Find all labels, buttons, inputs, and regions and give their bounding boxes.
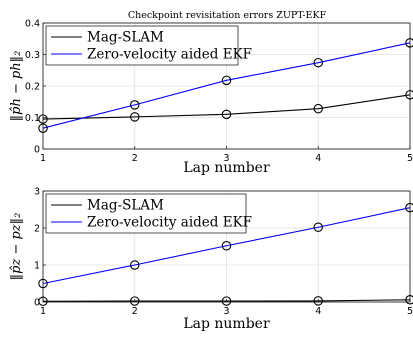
x-tick-label: 1: [40, 306, 46, 317]
data-point: [313, 57, 323, 68]
data-point: [405, 90, 413, 100]
data-point: [38, 278, 48, 289]
legend-label: Mag-SLAM: [87, 198, 164, 214]
data-point: [38, 296, 48, 307]
series-line-0: [42, 299, 411, 302]
y-tick-label: 0.3: [25, 50, 40, 61]
data-point: [38, 123, 48, 133]
data-point: [38, 114, 48, 124]
series-line-0: [42, 94, 411, 120]
y-axis-label: ‖p̂h − ph‖₂: [9, 51, 24, 122]
y-tick-label: 1: [34, 261, 40, 272]
x-tick-label: 4: [315, 306, 321, 317]
top-plot: 1 2 3 4 5 0 0.1 0.2 0.3 0.4 Mag-SLAMZero-velocity …: [9, 19, 413, 176]
x-tick-label: 3: [223, 306, 229, 317]
data-point: [130, 260, 140, 270]
figure-title: Checkpoint revisitation errors ZUPT-EKF: [128, 10, 327, 21]
data-point: [221, 241, 232, 251]
series-line-1: [42, 207, 411, 285]
data-point: [405, 38, 413, 48]
y-tick-label: 0: [34, 145, 40, 156]
x-axis-label: Lap number: [183, 316, 270, 332]
x-tick-label: 2: [132, 306, 138, 317]
y-tick-label: 3: [34, 187, 40, 198]
legend-label: Zero-velocity aided EKF: [87, 215, 252, 231]
data-point: [405, 295, 413, 305]
x-tick-label: 5: [407, 306, 413, 317]
legend-label: Zero-velocity aided EKF: [87, 47, 252, 63]
data-point: [130, 112, 140, 122]
x-tick-label: 1: [40, 153, 46, 164]
y-tick-label: 0.4: [25, 19, 40, 30]
data-point: [130, 296, 140, 306]
y-tick-label: 0.1: [25, 113, 40, 124]
x-tick-label: 2: [132, 153, 138, 164]
y-tick-label: 0: [34, 298, 40, 309]
data-point: [313, 103, 323, 114]
x-tick-label: 4: [315, 153, 321, 164]
y-tick-label: 0.2: [25, 82, 40, 93]
x-tick-label: 5: [407, 153, 413, 164]
y-tick-label: 2: [34, 224, 40, 235]
data-point: [221, 109, 232, 120]
data-point: [221, 296, 232, 306]
series-line-1: [42, 42, 411, 129]
legend: [45, 25, 239, 66]
data-point: [313, 222, 323, 233]
data-point: [313, 296, 323, 306]
legend-label: Mag-SLAM: [87, 30, 164, 46]
legend: [45, 193, 247, 234]
data-point: [130, 100, 140, 110]
x-tick-label: 3: [223, 153, 229, 164]
data-point: [221, 75, 232, 86]
y-axis-label: ‖p̂z − pz‖₂: [9, 213, 24, 281]
x-axis-label: Lap number: [183, 160, 270, 176]
data-point: [405, 202, 413, 213]
